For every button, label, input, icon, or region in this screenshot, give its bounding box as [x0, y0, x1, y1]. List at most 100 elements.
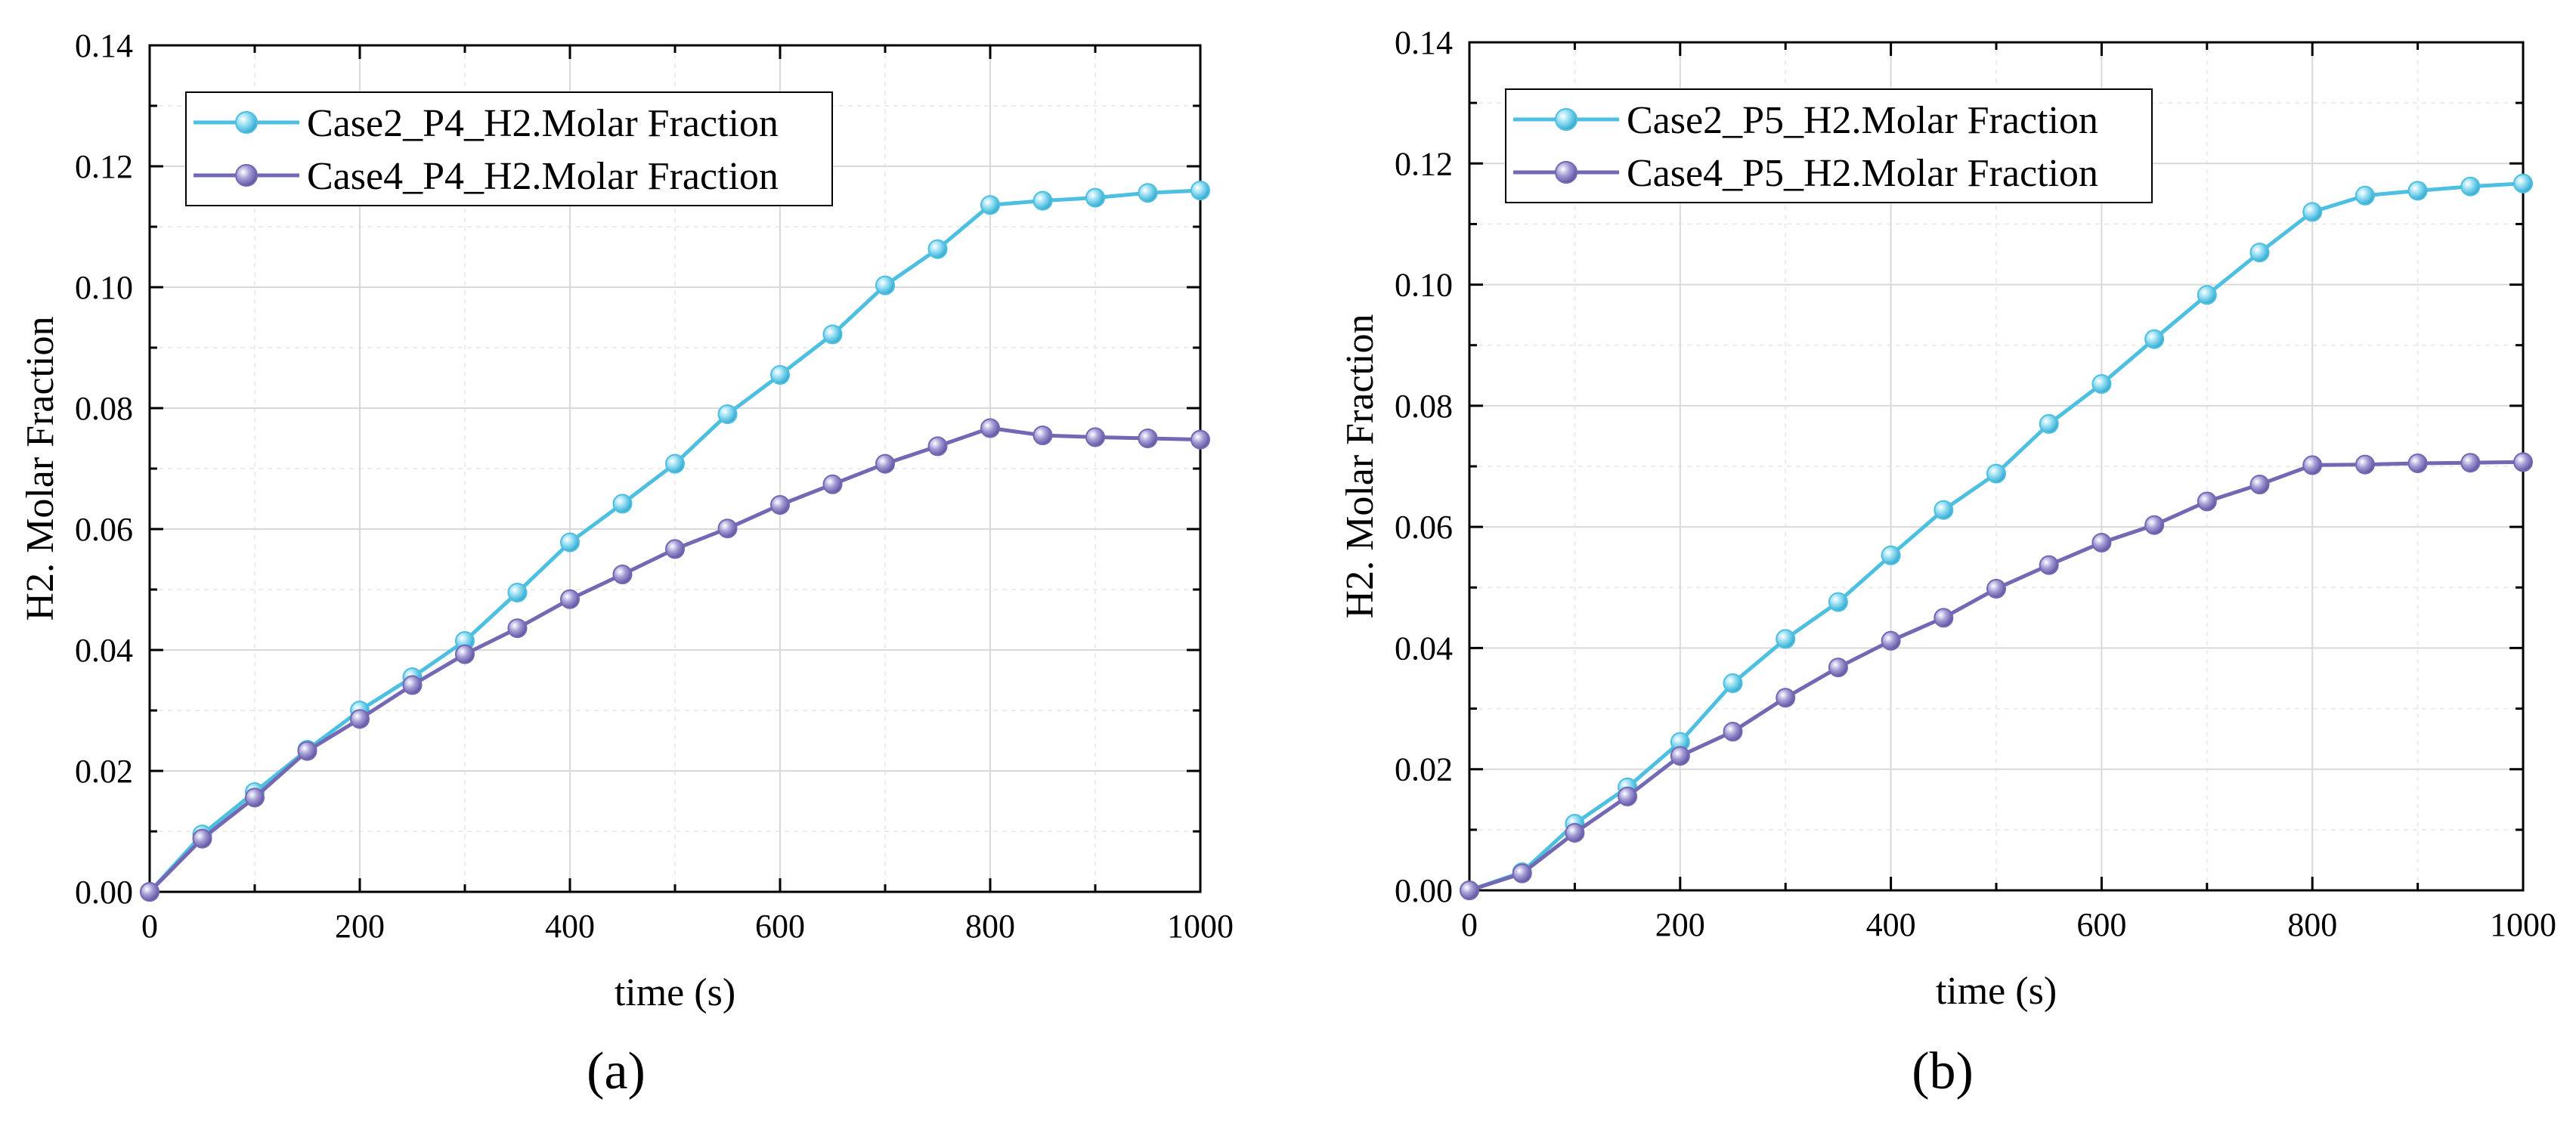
y-tick-label: 0.06	[1395, 509, 1453, 546]
series-2	[1460, 452, 2533, 900]
data-point	[980, 418, 1000, 438]
data-point	[612, 565, 633, 584]
series-1	[140, 181, 1210, 902]
data-point	[2091, 374, 2112, 395]
data-point	[2039, 413, 2059, 434]
data-point	[2460, 453, 2481, 473]
data-point	[2407, 453, 2428, 473]
x-axis-title: time (s)	[615, 971, 735, 1014]
legend-swatch-marker	[235, 111, 258, 134]
data-point	[1190, 181, 1210, 200]
data-point	[1723, 722, 1743, 742]
panel-label: (b)	[1912, 1042, 1974, 1100]
data-point	[875, 453, 895, 474]
x-tick-label: 600	[2076, 906, 2126, 943]
y-tick-label: 0.00	[75, 874, 133, 911]
data-point	[1033, 426, 1053, 445]
y-tick-label: 0.12	[75, 148, 133, 185]
data-point	[770, 495, 790, 515]
y-tick-label: 0.08	[1395, 388, 1453, 425]
data-point	[1881, 630, 1901, 651]
legend-entry-2: Case4_P4_H2.Molar Fraction	[307, 155, 779, 198]
legend-box	[185, 91, 833, 206]
data-point	[1138, 429, 1158, 448]
legend-swatch-marker	[1555, 108, 1577, 131]
data-point	[2513, 452, 2533, 472]
x-tick-label: 400	[1866, 906, 1916, 943]
data-point	[2039, 555, 2059, 575]
data-point	[2091, 532, 2112, 552]
data-point	[770, 365, 790, 385]
data-point	[980, 195, 1000, 215]
data-point	[350, 709, 370, 729]
data-point	[1986, 463, 2006, 484]
data-point	[1085, 427, 1105, 447]
data-point	[2249, 475, 2270, 495]
y-tick-label: 0.08	[75, 390, 133, 427]
data-point	[2302, 455, 2323, 475]
data-point	[927, 239, 948, 259]
data-point	[2355, 454, 2375, 475]
data-point	[2302, 202, 2323, 222]
data-point	[1934, 500, 1954, 520]
y-tick-label: 0.06	[75, 511, 133, 548]
data-point	[875, 275, 895, 296]
y-tick-label: 0.10	[1395, 267, 1453, 304]
x-tick-label: 1000	[1167, 908, 1234, 945]
x-tick-label: 600	[755, 908, 805, 945]
data-point	[822, 324, 843, 345]
data-point	[2197, 285, 2217, 305]
series-line	[148, 426, 1201, 893]
y-tick-label: 0.12	[1395, 145, 1453, 182]
data-point	[1190, 429, 1210, 450]
data-point	[1986, 578, 2006, 599]
legend: Case2_P4_H2.Molar Fraction Case4_P4_H2.Mo…	[185, 91, 833, 206]
y-tick-label: 0.14	[75, 27, 133, 64]
legend-entry-2: Case4_P5_H2.Molar Fraction	[1627, 152, 2098, 195]
data-point	[822, 474, 843, 494]
legend-entry-1: Case2_P4_H2.Molar Fraction	[307, 102, 779, 145]
series-2	[140, 418, 1210, 902]
x-axis-title: time (s)	[1936, 970, 2057, 1013]
data-point	[1512, 863, 1532, 884]
data-point	[1033, 190, 1053, 211]
y-tick-label: 0.14	[1395, 24, 1453, 61]
x-tick-label: 400	[545, 908, 595, 945]
y-axis-title: H2. Molar Fraction	[19, 317, 62, 621]
data-point	[192, 828, 212, 849]
data-point	[455, 644, 475, 664]
x-tick-label: 200	[335, 908, 385, 945]
data-point	[2355, 185, 2375, 206]
data-point	[1934, 608, 1954, 628]
data-point	[717, 518, 738, 539]
y-tick-label: 0.04	[75, 632, 133, 669]
legend-swatch-marker	[235, 164, 258, 187]
data-point	[2460, 176, 2481, 197]
data-point	[245, 788, 265, 808]
data-point	[507, 618, 528, 639]
y-tick-label: 0.04	[1395, 630, 1453, 667]
data-point	[1723, 673, 1743, 693]
data-point	[665, 539, 685, 559]
data-point	[1565, 822, 1585, 843]
data-point	[1881, 545, 1901, 565]
y-axis-title: H2. Molar Fraction	[1339, 314, 1382, 619]
data-point	[507, 583, 528, 602]
data-point	[402, 675, 423, 695]
data-point	[2249, 243, 2270, 263]
data-point	[2513, 173, 2533, 193]
data-point	[560, 589, 580, 609]
data-point	[665, 453, 685, 474]
panel-label: (a)	[587, 1042, 646, 1100]
axis-ticks	[148, 44, 1202, 893]
data-point	[612, 494, 633, 514]
data-point	[1138, 183, 1158, 203]
x-tick-label: 1000	[2490, 906, 2556, 943]
data-point	[2144, 329, 2165, 349]
x-tick-label: 800	[965, 908, 1015, 945]
data-point	[1618, 786, 1638, 806]
data-point	[1776, 629, 1796, 649]
y-tick-label: 0.00	[1395, 872, 1453, 909]
x-tick-label: 0	[141, 908, 158, 945]
